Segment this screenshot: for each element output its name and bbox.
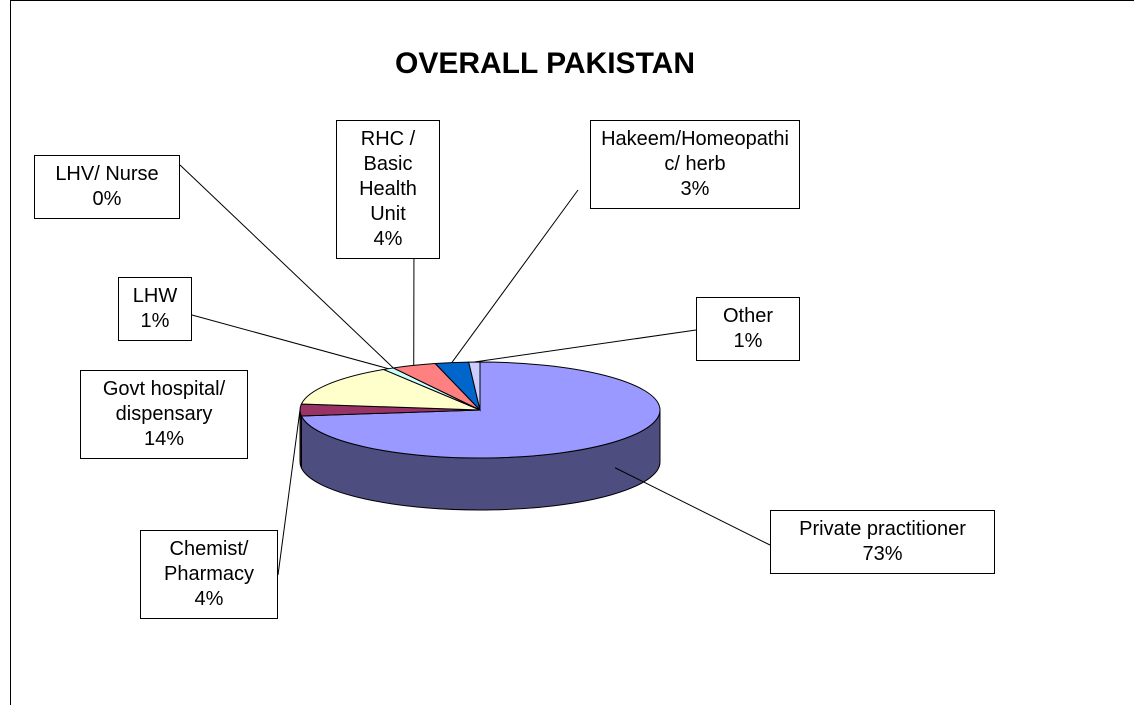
leader-line — [179, 164, 394, 369]
value-label: 73% — [862, 543, 903, 565]
value-label: 0% — [92, 188, 122, 210]
category-name: Private practitioner — [799, 518, 966, 540]
category-name: LHV/ Nurse — [55, 163, 159, 185]
chart-frame — [10, 0, 1134, 705]
leader-line — [474, 329, 697, 363]
value-label: 4% — [194, 588, 224, 610]
category-name: Chemist/ Pharmacy — [163, 538, 255, 585]
leader-line — [191, 314, 389, 370]
slice — [300, 361, 661, 459]
data-label: Other 1% — [696, 297, 800, 361]
value-label: 14% — [143, 428, 185, 450]
category-name: Other — [722, 305, 774, 327]
data-label: Chemist/ Pharmacy 4% — [140, 530, 278, 619]
value-label: 3% — [680, 178, 710, 200]
value-label: 4% — [373, 228, 403, 250]
category-name: Hakeem/Homeopathic/ herb — [601, 128, 789, 175]
data-label: LHW 1% — [118, 277, 192, 341]
data-label: LHV/ Nurse 0% — [34, 155, 180, 219]
value-label: 1% — [140, 310, 170, 332]
leader-line — [277, 409, 301, 576]
chart-title: OVERALL PAKISTAN — [395, 47, 695, 80]
category-name: RHC / Basic Health Unit — [359, 128, 417, 225]
category-name: LHW — [132, 285, 178, 307]
slice — [300, 368, 481, 411]
data-label: Hakeem/Homeopathic/ herb 3% — [590, 120, 800, 209]
data-label: Govt hospital/ dispensary 14% — [80, 370, 248, 459]
slice-side — [299, 409, 302, 469]
data-label: RHC / Basic Health Unit 4% — [336, 120, 440, 259]
value-label: 1% — [733, 330, 763, 352]
category-name: Govt hospital/ dispensary — [102, 378, 226, 425]
leader-line — [614, 467, 771, 546]
data-label: Private practitioner 73% — [770, 510, 995, 574]
leader-line — [451, 189, 579, 363]
